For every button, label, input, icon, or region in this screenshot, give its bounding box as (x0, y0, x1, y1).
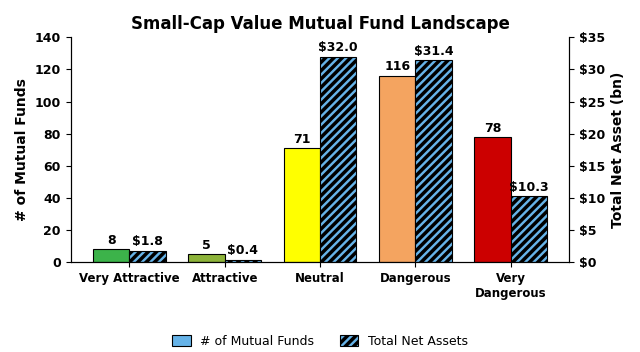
Bar (511, 196, 547, 262)
Text: 116: 116 (384, 61, 410, 74)
Text: 8: 8 (107, 234, 116, 247)
Bar (320, 57, 356, 262)
Bar (189, 254, 225, 262)
Bar (474, 137, 511, 262)
Text: $1.8: $1.8 (132, 235, 163, 248)
Y-axis label: # of Mutual Funds: # of Mutual Funds (15, 78, 29, 221)
Text: $0.4: $0.4 (227, 244, 259, 257)
Legend: # of Mutual Funds, Total Net Assets: # of Mutual Funds, Total Net Assets (167, 330, 473, 352)
Bar (379, 76, 415, 262)
Text: 5: 5 (202, 239, 211, 252)
Y-axis label: Total Net Asset (bn): Total Net Asset (bn) (611, 71, 625, 228)
Bar (93, 250, 129, 262)
Text: 71: 71 (293, 133, 310, 146)
Text: $10.3: $10.3 (509, 181, 548, 194)
Text: $32.0: $32.0 (318, 41, 358, 54)
Bar (284, 148, 320, 262)
Title: Small-Cap Value Mutual Fund Landscape: Small-Cap Value Mutual Fund Landscape (131, 15, 509, 33)
Bar (129, 251, 166, 262)
Bar (225, 260, 261, 262)
Text: $31.4: $31.4 (413, 45, 453, 58)
Bar (415, 61, 451, 262)
Text: 78: 78 (484, 121, 501, 134)
